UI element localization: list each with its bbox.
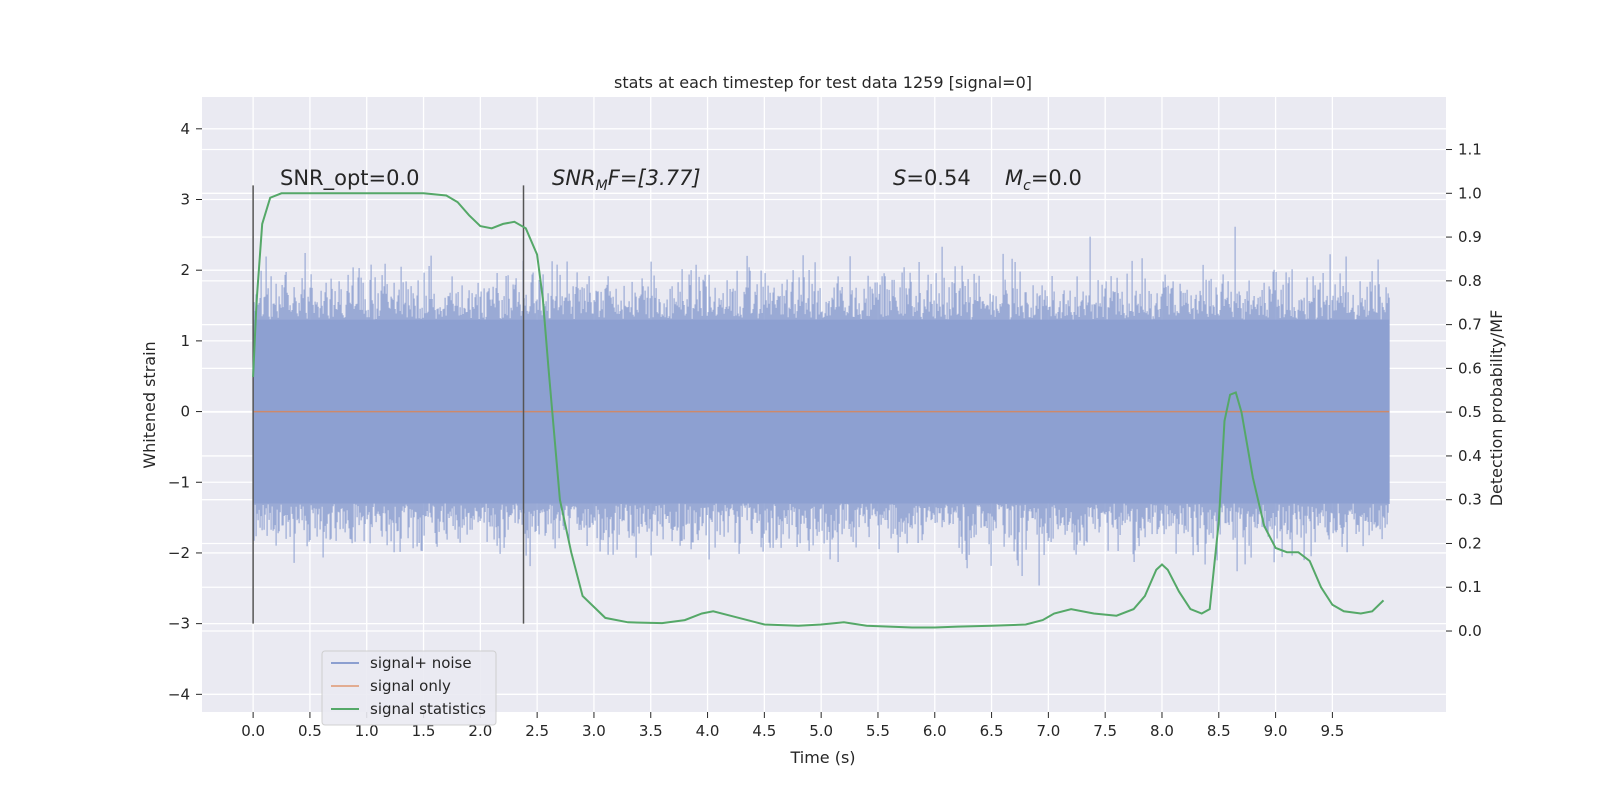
x-tick-label: 4.5 [752,722,776,740]
x-tick-label: 9.0 [1264,722,1288,740]
y2-tick-label: 0.2 [1458,534,1482,552]
x-tick-label: 2.0 [468,722,492,740]
chart-title: stats at each timestep for test data 125… [614,73,1032,92]
x-tick-label: 1.0 [355,722,379,740]
snr-mf-prefix: SNR [552,166,596,190]
x-tick-label: 3.0 [582,722,606,740]
annotation-snr-mf: SNRMF=[3.77] [552,166,701,194]
x-tick-label: 6.5 [980,722,1004,740]
y-axis-label: Whitened strain [140,341,159,468]
signal-statistics-series [252,192,1385,629]
x-tick-label: 7.0 [1036,722,1060,740]
x-tick-label: 5.0 [809,722,833,740]
legend-label-signal-only: signal only [370,677,451,695]
s-prefix: S [893,166,906,190]
annotation-mc: Mc=0.0 [1005,166,1082,194]
x-tick-label: 6.0 [923,722,947,740]
x-tick-label: 1.5 [412,722,436,740]
x-axis-label: Time (s) [789,748,855,767]
axis-ticks: 0.0 0.5 1.0 1.5 2.0 2.5 3.0 3.5 4.0 4.5 5.0 5.5 6.0 6… [168,120,1482,740]
y2-axis-label: Detection probability/MF [1487,310,1506,507]
y2-tick-label: 0.8 [1458,272,1482,290]
mc-sub: c [1023,178,1031,194]
y-tick-label: −1 [168,473,190,491]
x-tick-label: 0.5 [298,722,322,740]
y-tick-label: 0 [180,403,190,421]
legend: signal+ noise signal only signal statist… [321,650,497,726]
y2-tick-label: 0.4 [1458,447,1482,465]
y2-tick-label: 0.5 [1458,403,1482,421]
y2-tick-label: 0.3 [1458,491,1482,509]
y2-tick-label: 1.1 [1458,141,1482,159]
y-tick-label: −4 [168,685,190,703]
annotation-snr-opt: SNR_opt=0.0 [280,166,420,191]
y-tick-label: 2 [180,261,190,279]
snr-mf-sub: M [596,178,608,194]
snr-mf-suffix: F=[3.77] [608,166,701,190]
s-value: =0.54 [906,166,970,190]
x-tick-label: 0.0 [241,722,265,740]
x-tick-label: 4.0 [696,722,720,740]
x-tick-label: 8.5 [1207,722,1231,740]
y-tick-label: 4 [180,120,190,138]
x-tick-label: 5.5 [866,722,890,740]
y2-tick-label: 0.9 [1458,228,1482,246]
y-tick-label: −2 [168,544,190,562]
x-tick-label: 3.5 [639,722,663,740]
y2-tick-label: 1.0 [1458,184,1482,202]
x-tick-label: 2.5 [525,722,549,740]
y2-tick-label: 0.6 [1458,359,1482,377]
x-tick-label: 8.0 [1150,722,1174,740]
y2-tick-label: 0.0 [1458,622,1482,640]
x-tick-label: 9.5 [1320,722,1344,740]
annotation-s: S=0.54 [893,166,971,190]
mc-value: =0.0 [1031,166,1082,190]
y-tick-label: −3 [168,615,190,633]
mc-prefix: M [1005,166,1023,190]
legend-label-signal-noise: signal+ noise [370,654,472,672]
y-tick-label: 3 [180,191,190,209]
vertical-markers [252,185,525,624]
x-tick-label: 7.5 [1093,722,1117,740]
y2-tick-label: 0.1 [1458,578,1482,596]
y-tick-label: 1 [180,332,190,350]
legend-label-signal-statistics: signal statistics [370,700,486,718]
y2-tick-label: 0.7 [1458,316,1482,334]
legend-box [321,650,497,726]
